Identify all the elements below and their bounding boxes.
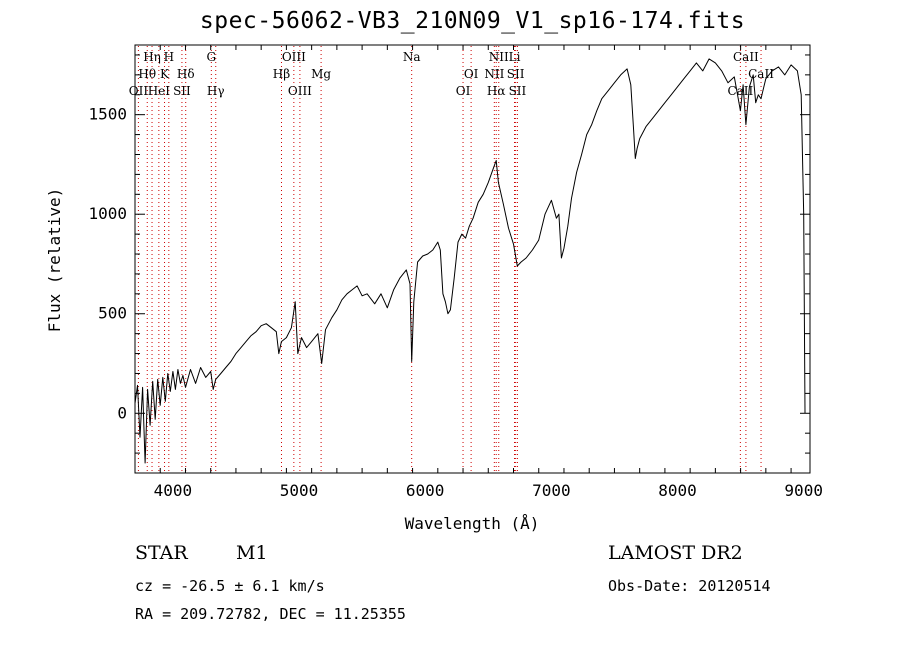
line-label-7: Hδ xyxy=(177,67,195,81)
line-label-17: NII xyxy=(489,50,509,64)
chart-title: spec-56062-VB3_210N09_V1_sp16-174.fits xyxy=(199,8,746,34)
spectrum-layer xyxy=(134,58,806,464)
line-label-18: NII xyxy=(484,67,504,81)
y-tick-label-500: 500 xyxy=(98,304,127,323)
line-label-5: HeI xyxy=(148,84,171,98)
x-tick-label-6000: 6000 xyxy=(406,481,445,500)
line-label-1: Hθ xyxy=(138,67,156,81)
object-class: STAR xyxy=(135,542,188,564)
line-label-16: OI xyxy=(456,84,471,98)
line-label-11: Hβ xyxy=(273,67,290,81)
line-label-21: SII xyxy=(507,67,525,81)
observation-date: Obs-Date: 20120514 xyxy=(608,577,771,595)
x-tick-label-8000: 8000 xyxy=(658,481,697,500)
line-label-8: G xyxy=(207,50,217,64)
line-label-12: OIII xyxy=(288,84,312,98)
line-label-6: SII xyxy=(173,84,191,98)
line-label-0: Hη xyxy=(143,50,161,64)
line-label-13: Mg xyxy=(311,67,331,81)
line-label-14: Na xyxy=(403,50,421,64)
line-label-10: OIII xyxy=(282,50,306,64)
y-tick-label-1500: 1500 xyxy=(88,105,127,124)
spectrum-line-0 xyxy=(134,58,806,464)
x-tick-label-4000: 4000 xyxy=(154,481,193,500)
line-label-15: OI xyxy=(464,67,479,81)
line-label-24: CaII xyxy=(748,67,774,81)
redshift-info: cz = -26.5 ± 6.1 km/s xyxy=(135,577,325,595)
line-label-3: H xyxy=(164,50,174,64)
plot-frame xyxy=(134,44,811,474)
line-label-19: Hα xyxy=(487,84,506,98)
y-axis-label: Flux (relative) xyxy=(45,188,64,333)
y-tick-label-0: 0 xyxy=(117,403,127,422)
line-label-23: CaII xyxy=(733,50,759,64)
y-tick-label-1000: 1000 xyxy=(88,204,127,223)
axis-ticks: 4000 5000 6000 7000 8000 9000 0 500 1000 1500 xyxy=(88,45,823,500)
x-tick-label-7000: 7000 xyxy=(532,481,571,500)
x-tick-label-5000: 5000 xyxy=(280,481,319,500)
x-tick-label-9000: 9000 xyxy=(784,481,823,500)
line-label-25: CaII xyxy=(727,84,753,98)
survey-name: LAMOST DR2 xyxy=(608,542,743,564)
line-label-4: K xyxy=(160,67,170,81)
line-label-2: OII xyxy=(129,84,149,98)
object-subclass: M1 xyxy=(236,542,268,564)
x-axis-label: Wavelength (Å) xyxy=(405,514,540,533)
line-label-22: SII xyxy=(509,84,527,98)
line-label-20: Li xyxy=(509,50,521,64)
line-label-9: Hγ xyxy=(207,84,225,98)
line-markers xyxy=(137,46,762,472)
coordinates: RA = 209.72782, DEC = 11.25355 xyxy=(135,605,406,623)
